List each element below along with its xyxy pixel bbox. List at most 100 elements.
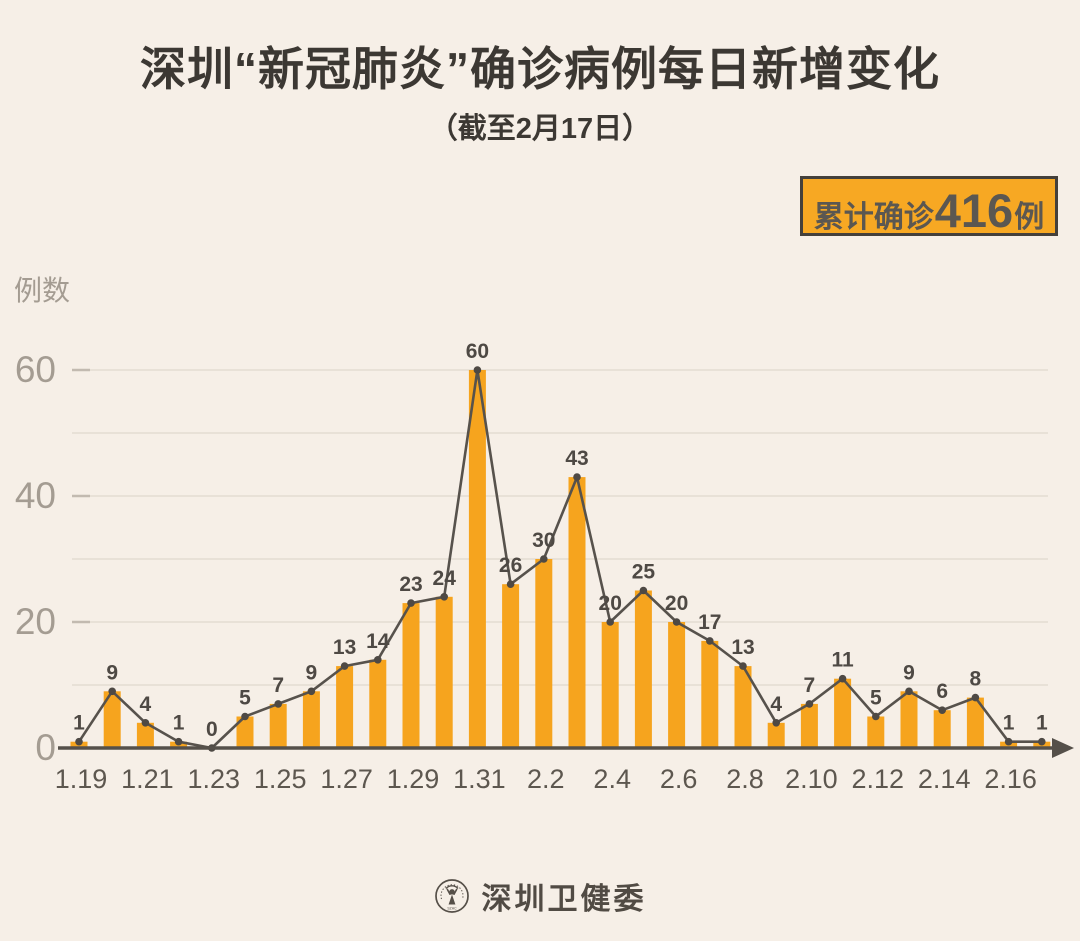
x-tick-label-2.2: 2.2	[527, 764, 565, 794]
bar-1.28	[369, 659, 387, 748]
data-point-1.25	[274, 700, 283, 708]
value-label-2.3: 43	[565, 447, 588, 470]
value-label-1.28: 14	[366, 630, 390, 653]
data-point-1.21	[141, 719, 150, 727]
x-tick-label-1.23: 1.23	[188, 764, 241, 794]
x-tick-label-1.21: 1.21	[121, 764, 174, 794]
x-tick-label-1.27: 1.27	[320, 764, 373, 794]
value-label-1.21: 4	[140, 693, 152, 716]
bar-1.20	[103, 691, 121, 748]
bar-2.9	[767, 722, 785, 748]
trend-line	[77, 368, 1042, 750]
data-point-1.31	[473, 366, 482, 374]
data-point-1.19	[75, 737, 83, 746]
bar-2.14	[933, 710, 951, 748]
emblem-letters: SZHC	[447, 907, 457, 911]
logo-text: 深圳卫健委	[481, 883, 647, 916]
value-label-1.20: 9	[106, 661, 118, 684]
value-label-1.19: 1	[73, 712, 85, 735]
value-label-1.24: 5	[239, 687, 251, 710]
data-point-2.12	[872, 712, 880, 721]
value-label-2.14: 6	[936, 680, 948, 703]
data-point-2.15	[971, 693, 980, 702]
footer-logo: SZHC 深圳卫健委	[0, 874, 1080, 918]
bar-1.31	[468, 370, 486, 748]
data-point-1.20	[108, 687, 116, 696]
data-point-1.22	[174, 737, 183, 746]
chart-header: 深圳“新冠肺炎”确诊病例每日新增变化 （截至2月17日）	[0, 42, 1080, 147]
value-label-1.30: 24	[433, 567, 457, 590]
data-point-2.16	[1004, 737, 1013, 746]
value-label-2.5: 25	[632, 561, 656, 584]
data-point-2.2	[540, 555, 548, 563]
x-tick-label-2.4: 2.4	[593, 764, 631, 794]
bar-1.21	[136, 722, 154, 748]
value-label-2.4: 20	[599, 592, 622, 615]
data-point-2.6	[672, 618, 681, 626]
value-label-2.10: 7	[804, 674, 816, 697]
bar-1.29	[402, 603, 420, 748]
shenzhen-health-commission-emblem-icon: SZHC	[434, 879, 469, 913]
x-tick-label-1.25: 1.25	[254, 764, 307, 794]
x-tick-label-1.29: 1.29	[387, 764, 440, 794]
data-point-1.24	[241, 712, 249, 721]
value-label-1.31: 60	[466, 340, 489, 363]
badge-prefix-label: 累计确诊	[813, 201, 934, 234]
x-tick-label-2.6: 2.6	[660, 764, 698, 794]
badge-total-value: 416	[934, 184, 1014, 237]
y-axis-unit-label: 例数	[14, 275, 70, 306]
x-tick-label-1.19: 1.19	[55, 764, 108, 794]
value-label-2.8: 13	[731, 636, 754, 659]
bar-2.13	[900, 691, 918, 748]
data-point-2.3	[573, 473, 581, 481]
data-point-2.5	[639, 586, 648, 595]
bar-1.25	[269, 703, 287, 748]
data-point-2.1	[506, 580, 515, 588]
bar-1.26	[302, 691, 320, 748]
value-label-1.27: 13	[333, 636, 356, 659]
bar-2.2	[535, 559, 553, 748]
data-point-1.28	[374, 656, 382, 664]
y-tick-label: 20	[15, 601, 56, 642]
bar-2.7	[701, 640, 719, 748]
value-label-1.29: 23	[399, 573, 422, 596]
data-point-2.4	[606, 618, 614, 626]
bar-1.27	[336, 666, 354, 748]
data-point-2.17	[1038, 737, 1046, 746]
value-label-2.13: 9	[903, 661, 915, 684]
bar-2.5	[634, 590, 652, 748]
data-point-2.7	[706, 637, 714, 645]
bar-2.8	[734, 666, 752, 748]
value-label-2.12: 5	[870, 687, 882, 710]
bar-2.3	[568, 477, 586, 748]
data-point-2.9	[772, 719, 780, 727]
data-point-1.30	[440, 593, 449, 601]
bar-2.4	[601, 622, 619, 748]
value-label-1.25: 7	[272, 674, 284, 697]
value-label-2.2: 30	[532, 529, 555, 552]
data-point-2.11	[838, 674, 847, 683]
data-point-1.26	[307, 687, 316, 696]
x-tick-label-2.10: 2.10	[785, 764, 838, 794]
y-tick-label: 40	[15, 475, 56, 516]
bar-2.1	[502, 584, 520, 748]
y-tick-label: 0	[35, 727, 56, 768]
bar-2.11	[834, 678, 852, 748]
x-axis-arrow-icon	[1052, 738, 1074, 758]
x-tick-label-2.12: 2.12	[852, 764, 905, 794]
x-tick-label-1.31: 1.31	[453, 764, 506, 794]
data-point-2.14	[938, 706, 946, 714]
x-tick-label-2.14: 2.14	[918, 764, 971, 794]
x-tick-label-2.16: 2.16	[984, 764, 1037, 794]
bar-2.10	[800, 703, 818, 748]
data-point-2.8	[739, 662, 747, 670]
value-label-2.16: 1	[1003, 712, 1015, 735]
bar-2.6	[668, 622, 686, 748]
value-label-2.15: 8	[970, 668, 982, 691]
value-label-2.17: 1	[1036, 712, 1048, 735]
cumulative-total-badge: 累计确诊 416 例	[800, 176, 1058, 236]
data-point-1.27	[340, 662, 349, 670]
page-title: 深圳“新冠肺炎”确诊病例每日新增变化	[140, 43, 940, 95]
value-label-2.1: 26	[499, 554, 522, 577]
